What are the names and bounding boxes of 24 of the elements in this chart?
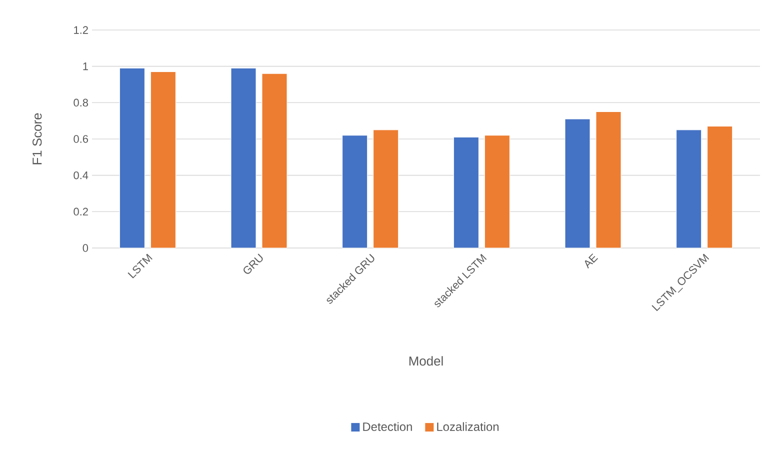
y-axis-title: F1 Score [32, 113, 42, 164]
y-tick-label: 1 [83, 62, 88, 70]
y-tick-label: 0.4 [74, 171, 88, 180]
bar [342, 135, 368, 248]
bar [484, 135, 510, 248]
bar [453, 136, 479, 248]
bar [119, 68, 145, 248]
bar [676, 130, 702, 248]
legend-label: Detection [363, 422, 412, 431]
bar [230, 68, 256, 248]
x-axis-title: Model [409, 356, 443, 366]
x-tick-label: AE [584, 253, 598, 269]
legend-label: Lozalization [437, 422, 499, 431]
y-tick-label: 0.8 [74, 98, 88, 107]
y-tick-label: 0.6 [74, 135, 88, 143]
bar [596, 111, 622, 248]
y-tick-label: 0 [82, 244, 88, 252]
y-tick-label: 1.2 [74, 26, 88, 34]
bar [564, 118, 590, 248]
bar [707, 126, 733, 248]
y-tick-label: 0.2 [74, 208, 88, 216]
bar [373, 130, 399, 248]
bar [150, 72, 176, 248]
bar [262, 73, 288, 248]
